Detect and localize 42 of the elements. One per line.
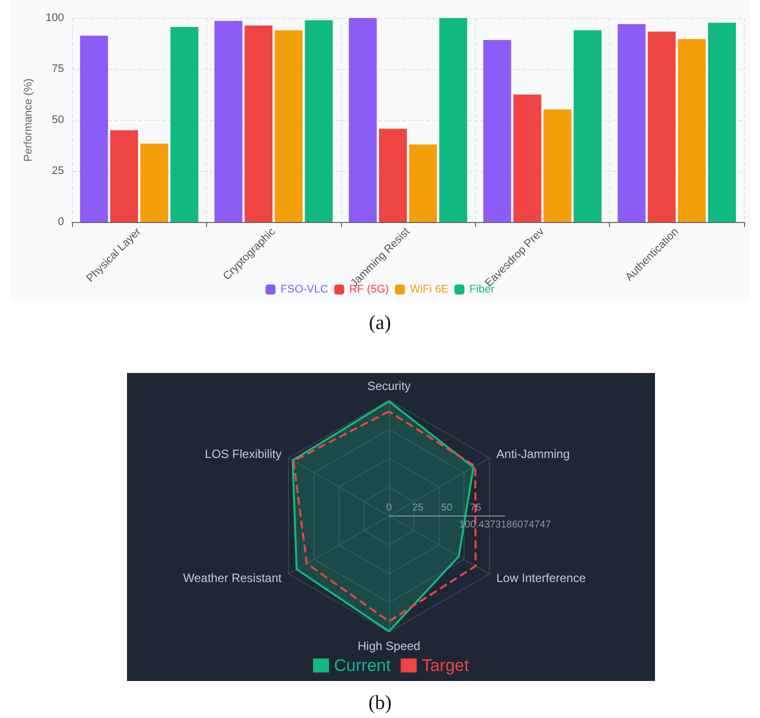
spoke-label: Anti-Jamming — [496, 447, 570, 461]
bar — [678, 39, 706, 222]
y-tick-label: 50 — [441, 502, 453, 514]
bar — [214, 20, 242, 222]
bar — [170, 26, 198, 222]
y-tick-label: 25 — [412, 502, 424, 514]
bar — [80, 36, 108, 222]
bar — [483, 40, 512, 222]
bar — [378, 128, 407, 222]
y-tick-label: 100 — [46, 12, 64, 24]
bar — [708, 22, 736, 222]
text: (a) — [368, 312, 392, 334]
legend-label: WiFi 6E — [410, 284, 448, 296]
bar — [140, 144, 168, 222]
legend-label: Target — [422, 656, 470, 675]
bar — [513, 94, 542, 222]
bar — [274, 30, 303, 222]
bar — [348, 18, 377, 222]
legend-label: Current — [334, 656, 391, 675]
bar — [439, 18, 468, 222]
y-tick-label: 25 — [52, 165, 64, 177]
text: (b) — [368, 692, 392, 714]
y-tick-label: 75 — [52, 63, 64, 75]
spoke-label: Security — [367, 379, 411, 393]
bar — [110, 130, 138, 222]
bar — [574, 30, 602, 222]
bar — [304, 20, 333, 222]
spoke-label: High Speed — [358, 639, 420, 653]
bar — [544, 109, 572, 222]
spoke-label: LOS Flexibility — [204, 447, 282, 461]
y-tick-label: 0 — [58, 216, 64, 228]
y-tick-label: 50 — [52, 114, 64, 126]
spoke-label: Low Interference — [496, 571, 586, 585]
legend-label: RF (5G) — [349, 284, 389, 296]
y-tick-label: 0 — [386, 502, 392, 514]
bar — [618, 24, 646, 222]
legend-label: FSO-VLC — [280, 284, 328, 296]
y-axis-title: Performance (%) — [22, 78, 34, 162]
spoke-label: Weather Resistant — [183, 571, 282, 585]
bar — [244, 26, 272, 222]
bar — [409, 144, 438, 222]
bar — [648, 32, 676, 222]
